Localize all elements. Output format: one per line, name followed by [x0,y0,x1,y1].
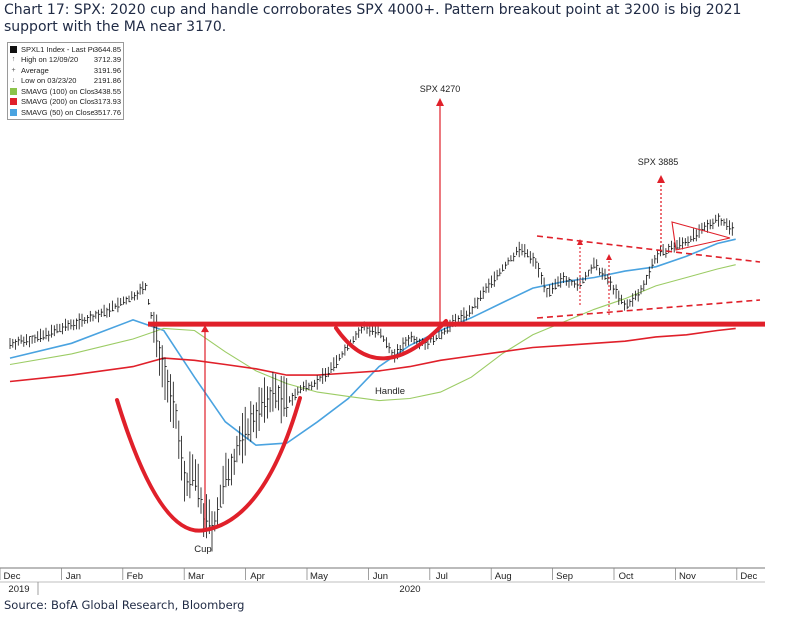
legend-value: 3517.76 [93,107,121,117]
legend-value: 3173.93 [93,97,121,107]
triangle-upper-line [536,235,761,263]
x-tick-label: Feb [127,571,143,582]
x-tick-label: Nov [679,571,696,582]
x-tick-label: Aug [495,571,512,582]
legend-swatch [10,98,17,106]
legend-swatch: + [11,66,16,74]
legend-label: Low on 03/23/20 [21,76,77,86]
x-tick-label: Jun [373,571,388,582]
chart-title: Chart 17: SPX: 2020 cup and handle corro… [4,2,742,35]
legend-swatch [10,45,17,53]
x-axis: Dec Jan Feb Mar Apr May Jun Jul Aug Sep Oct Nov Dec 2… [0,567,765,595]
legend-item: SPXL1 Index - Last Price3644.85 [10,44,121,55]
legend-item: ↑ High on 12/09/20 3712.39 [10,55,121,66]
legend-label: SPXL1 Index - Last Price [21,44,94,54]
legend-value: 3438.55 [93,86,121,96]
arrow-head [657,175,665,183]
cup-curve [115,396,302,533]
year-label: 2020 [399,584,420,595]
legend-label: High on 12/09/20 [21,55,79,65]
legend-item: ↓ Low on 03/23/20 2191.86 [10,76,121,87]
annotations: SPX 4270 SPX 3885 Cup Handle [115,84,765,555]
pennant [671,221,731,251]
price-series [9,213,735,552]
handle-label: Handle [375,386,405,397]
sma200-line [9,327,736,383]
legend-swatch [10,87,17,95]
handle-curve [334,319,448,361]
source-note: Source: BofA Global Research, Bloomberg [4,598,245,612]
legend-label: SMAVG (100) on Close [21,86,94,96]
legend-item: SMAVG (200) on Close 3173.93 [10,97,121,108]
legend-item: + Average 3191.96 [10,65,121,76]
target-label-4270: SPX 4270 [420,84,461,94]
legend-value: 2191.86 [93,76,121,86]
legend-label: SMAVG (50) on Close [21,107,94,117]
x-tick-label: May [310,571,328,582]
arrow-head [577,239,583,245]
cup-label: Cup [194,544,211,555]
legend-value: 3191.96 [93,65,121,75]
arrow-head [606,254,612,260]
arrow-head [436,98,444,106]
year-label: 2019 [8,584,29,595]
chart-legend: SPXL1 Index - Last Price3644.85↑High on … [7,42,124,120]
triangle-lower-line [536,299,761,319]
legend-swatch: ↑ [11,56,16,64]
x-tick-label: Sep [556,571,573,582]
x-tick-label: Dec [740,571,757,582]
legend-value: 3644.85 [93,44,121,54]
target-label-3885: SPX 3885 [638,157,679,167]
x-tick-label: Dec [4,571,21,582]
x-tick-label: Mar [188,571,204,582]
x-tick-label: Oct [619,571,634,582]
legend-swatch [10,108,17,116]
x-tick-label: Jul [436,571,448,582]
moving-averages [9,238,736,447]
legend-label: Average [21,65,49,75]
legend-swatch: ↓ [11,77,16,85]
legend-item: SMAVG (100) on Close 3438.55 [10,86,121,97]
x-tick-label: Apr [250,571,265,582]
sma50-line [9,238,736,447]
x-tick-label: Jan [66,571,81,582]
arrow-head [201,325,209,333]
legend-item: SMAVG (50) on Close 3517.76 [10,107,121,118]
legend-label: SMAVG (200) on Close [21,97,94,107]
legend-value: 3712.39 [93,55,121,65]
